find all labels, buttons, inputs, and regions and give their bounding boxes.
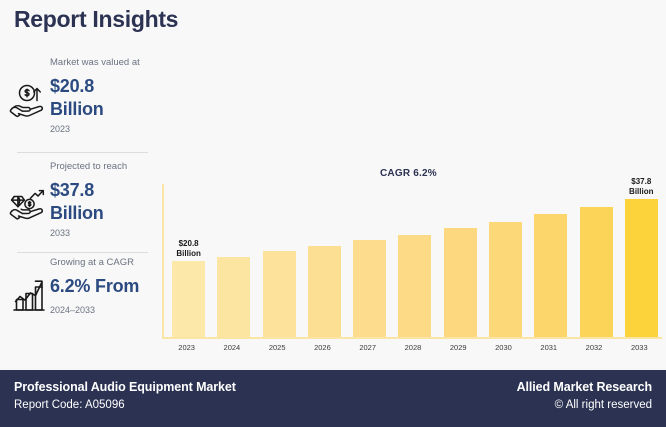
- footer-publisher: Allied Market Research: [516, 380, 652, 394]
- chart-bar: [262, 251, 296, 337]
- chart-x-tick-label: 2030: [495, 343, 512, 352]
- chart-bar-value-label: $20.8 Billion: [176, 239, 201, 258]
- stat-divider: [17, 252, 148, 253]
- stat-block-market-value: Market was valued at $20.8 Billion 2023: [0, 48, 160, 153]
- stat-block-projected-value: Projected to reach $37.8 Billion 2033: [0, 152, 160, 253]
- chart-x-tick-label: 2028: [404, 343, 422, 352]
- chart-bar-slot: $20.8 Billion: [166, 184, 211, 337]
- chart-x-tick-label: 2026: [314, 343, 331, 352]
- chart-x-tick-label: 2023: [178, 343, 195, 352]
- chart-bar-slot: [302, 184, 347, 337]
- chart-bar: [398, 234, 432, 337]
- chart-x-tick-label: 2024: [223, 343, 241, 352]
- hand-holding-money-growth-icon: [8, 80, 52, 124]
- page-title: Report Insights: [14, 6, 179, 32]
- chart-bars: $20.8 Billion $37.8 Billion: [166, 177, 664, 337]
- footer-bar: Professional Audio Equipment Market Repo…: [0, 370, 666, 427]
- chart-bar-slot: [257, 184, 302, 337]
- stat-caption: Growing at a CAGR: [50, 257, 134, 268]
- chart-bar: [534, 214, 568, 337]
- chart-bar: [579, 206, 613, 337]
- chart-bar: $20.8 Billion: [172, 239, 206, 337]
- chart-bar-slot: [392, 184, 437, 337]
- stats-panel: Market was valued at $20.8 Billion 2023: [0, 48, 160, 370]
- chart-x-tick-label: 2029: [449, 343, 467, 352]
- chart-bar-value-label: $37.8 Billion: [629, 177, 654, 196]
- chart-x-tick-label: 2033: [630, 343, 648, 352]
- stat-block-cagr: Growing at a CAGR 6.2% From 2024–2033: [0, 252, 160, 348]
- chart-bar-slot: [483, 184, 528, 337]
- stat-value-line2: Billion: [50, 99, 104, 119]
- footer-report-title: Professional Audio Equipment Market: [14, 380, 236, 394]
- chart-bar-slot: [347, 184, 392, 337]
- chart-x-axis: 2023 2024 2025 2026 2027 2028 2029 2030 2031 2032…: [164, 341, 662, 355]
- chart-bar-slot: $37.8 Billion: [619, 177, 664, 337]
- chart-bar-slot: [211, 184, 256, 337]
- footer-publisher-info: Allied Market Research © All right reser…: [517, 378, 652, 414]
- chart-bar: [307, 246, 341, 337]
- chart-bar-slot: [528, 184, 573, 337]
- hand-holding-diamond-growth-icon: [8, 182, 52, 226]
- chart-bar: [217, 256, 251, 337]
- stat-caption: Market was valued at: [50, 57, 140, 68]
- stat-value-line1: $20.8: [50, 76, 95, 96]
- bar-chart-growth-arrow-icon: [8, 274, 52, 318]
- stat-subtext: 2033: [50, 228, 71, 238]
- stat-value-line2: Billion: [50, 203, 104, 223]
- chart-x-tick-label: 2027: [359, 343, 377, 352]
- market-forecast-chart: CAGR 6.2% $20.8 Billion $37.8 Billion 2023 2…: [158, 160, 664, 362]
- stat-value-line1: 6.2% From: [50, 276, 140, 296]
- chart-bar: [443, 228, 477, 337]
- stat-subtext: 2024–2033: [50, 305, 96, 315]
- stat-divider: [17, 152, 148, 153]
- chart-x-tick-label: 2025: [268, 343, 286, 352]
- footer-report-code: Report Code: A05096: [14, 399, 125, 411]
- chart-bar: [488, 221, 522, 337]
- chart-bar: $37.8 Billion: [624, 177, 658, 337]
- chart-x-tick-label: 2032: [585, 343, 603, 352]
- chart-bar-slot: [573, 184, 618, 337]
- chart-plot-area: $20.8 Billion $37.8 Billion: [162, 177, 664, 339]
- chart-bar-slot: [438, 184, 483, 337]
- footer-rights: © All right reserved: [554, 399, 652, 411]
- stat-caption: Projected to reach: [50, 161, 128, 172]
- chart-x-tick-label: 2031: [540, 343, 558, 352]
- chart-bar: [353, 240, 387, 337]
- footer-report-info: Professional Audio Equipment Market Repo…: [14, 378, 236, 414]
- stat-subtext: 2023: [50, 124, 71, 134]
- stat-value-line1: $37.8: [50, 180, 95, 200]
- cagr-annotation: CAGR 6.2%: [380, 168, 437, 179]
